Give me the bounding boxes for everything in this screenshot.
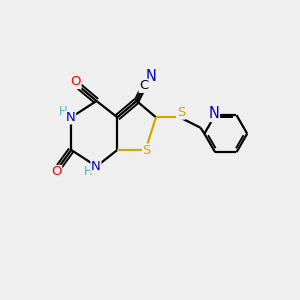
Text: H: H: [84, 165, 93, 178]
Text: N: N: [208, 106, 219, 122]
Text: N: N: [66, 111, 76, 124]
Text: S: S: [177, 106, 185, 119]
Text: O: O: [70, 75, 81, 88]
Text: N: N: [91, 160, 101, 173]
Text: C: C: [139, 79, 148, 92]
Text: H: H: [58, 106, 67, 118]
Text: S: S: [142, 144, 151, 157]
Text: O: O: [51, 166, 62, 178]
Text: N: N: [146, 69, 157, 84]
